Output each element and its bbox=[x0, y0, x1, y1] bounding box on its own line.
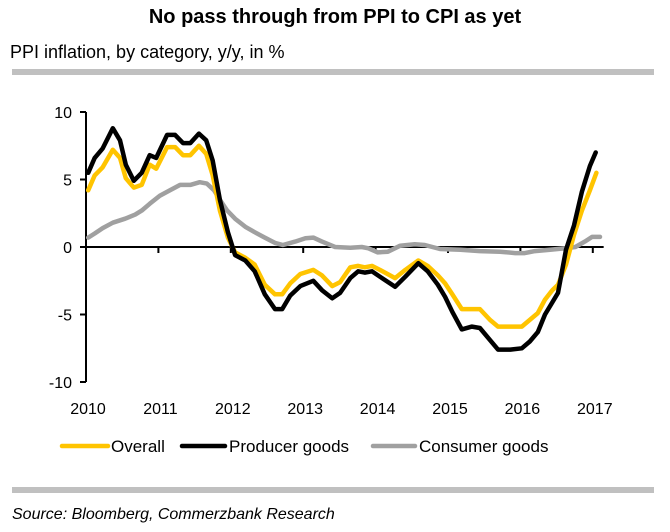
y-tick-label: -10 bbox=[49, 375, 72, 392]
y-tick-label: 0 bbox=[63, 240, 72, 257]
y-tick-label: 10 bbox=[54, 105, 72, 122]
series-line-consumer-goods bbox=[85, 179, 603, 256]
x-tick-label: 2011 bbox=[143, 401, 178, 418]
x-tick-label: 2016 bbox=[505, 401, 541, 418]
series-line-overall bbox=[85, 143, 599, 329]
x-tick-label: 2010 bbox=[70, 401, 106, 418]
axes: 10 5 0 -5 -10 2010 2011 2012 2013 2014 2015 2016 201… bbox=[49, 105, 613, 418]
legend-label-consumer-goods: Consumer goods bbox=[419, 437, 548, 456]
chart-title: No pass through from PPI to CPI as yet bbox=[148, 6, 522, 28]
series-line-producer-goods bbox=[85, 125, 598, 352]
legend-label-producer-goods: Producer goods bbox=[229, 437, 349, 456]
y-tick-label: 5 bbox=[63, 173, 72, 190]
y-tick-label: -5 bbox=[58, 308, 72, 325]
x-tick-label: 2012 bbox=[215, 401, 251, 418]
series-layer bbox=[85, 125, 603, 352]
x-tick-label: 2017 bbox=[577, 401, 613, 418]
source-note: Source: Bloomberg, Commerzbank Research bbox=[12, 506, 335, 523]
chart-subtitle: PPI inflation, by category, y/y, in % bbox=[10, 42, 285, 62]
legend: Overall Producer goods Consumer goods bbox=[59, 437, 548, 456]
top-divider bbox=[12, 69, 654, 75]
x-tick-label: 2015 bbox=[432, 401, 468, 418]
legend-label-overall: Overall bbox=[111, 437, 165, 456]
bottom-divider bbox=[12, 487, 654, 493]
x-tick-label: 2014 bbox=[360, 401, 396, 418]
x-tick-label: 2013 bbox=[287, 401, 323, 418]
